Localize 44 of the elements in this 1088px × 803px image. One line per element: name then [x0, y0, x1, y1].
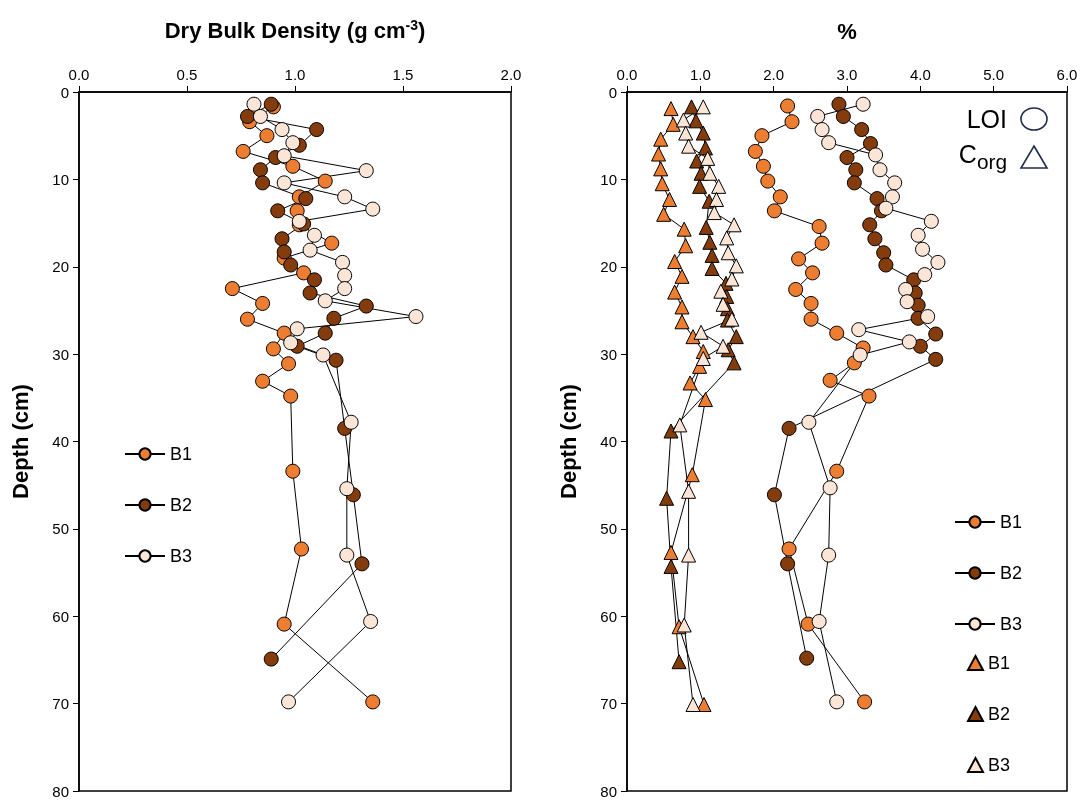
legend-label: B2	[987, 704, 1011, 724]
legend-label: B1	[170, 444, 193, 464]
x-tick-label: 4.0	[909, 66, 931, 83]
y-axis-title: Depth (cm)	[555, 384, 581, 499]
x-tick-label: 6.0	[1056, 66, 1078, 83]
legend-label: B2	[170, 495, 193, 515]
x-tick-label: 5.0	[983, 66, 1005, 83]
x-axis-title: %	[837, 18, 857, 44]
y-tick-label: 50	[52, 520, 69, 538]
x-tick-label: 1.5	[392, 66, 414, 83]
y-tick-label: 30	[600, 345, 617, 363]
annotation: LOI	[966, 104, 1007, 134]
x-tick-label: 3.0	[836, 66, 858, 83]
y-tick-label: 80	[52, 782, 69, 800]
x-tick-label: 1.0	[689, 66, 711, 83]
legend-label: B2	[999, 563, 1023, 583]
y-axis-title: Depth (cm)	[7, 384, 33, 499]
y-tick-label: 40	[600, 433, 617, 450]
x-tick-label: 0.0	[616, 66, 638, 83]
y-tick-label: 80	[600, 782, 617, 800]
y-tick-label: 20	[600, 258, 617, 276]
y-tick-label: 70	[600, 695, 617, 713]
y-tick-label: 0	[60, 83, 69, 101]
y-tick-label: 60	[600, 607, 617, 625]
x-tick-label: 0.5	[176, 66, 198, 83]
legend-label: B1	[987, 653, 1011, 673]
legend-label: B3	[999, 614, 1023, 634]
y-tick-label: 40	[52, 433, 69, 450]
y-tick-label: 0	[608, 83, 617, 101]
legend-label: B1	[999, 512, 1023, 532]
x-tick-label: 2.0	[763, 66, 785, 83]
y-tick-label: 20	[52, 258, 69, 276]
legend-label: B3	[170, 546, 193, 566]
y-tick-label: 30	[52, 345, 69, 363]
y-tick-label: 50	[600, 520, 617, 538]
x-tick-label: 1.0	[284, 66, 306, 83]
y-tick-label: 60	[52, 607, 69, 625]
legend-label: B3	[987, 755, 1011, 775]
y-tick-label: 70	[52, 695, 69, 713]
annotation: C$_{org}$	[958, 140, 1007, 174]
y-tick-label: 10	[52, 170, 69, 188]
x-tick-label: 0.0	[68, 66, 90, 83]
y-tick-label: 10	[600, 170, 617, 188]
x-tick-label: 2.0	[500, 66, 522, 83]
